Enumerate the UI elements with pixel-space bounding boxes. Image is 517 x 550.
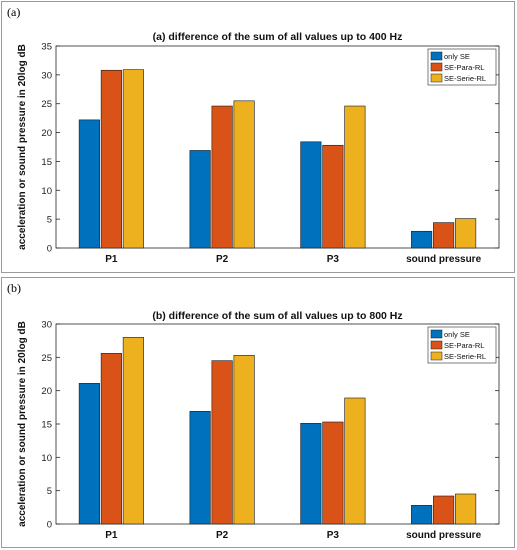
bar-se-para-rl-3 bbox=[322, 421, 344, 525]
bar-only-se-2 bbox=[189, 411, 211, 525]
legend-label: SE-Serie-RL bbox=[444, 74, 486, 83]
legend-swatch bbox=[430, 62, 443, 72]
bar-chart-b: (b) difference of the sum of all values … bbox=[17, 310, 500, 541]
bar-chart-a: (a) difference of the sum of all values … bbox=[17, 31, 500, 265]
y-tick-label: 25 bbox=[41, 99, 52, 110]
bar-se-para-rl-2 bbox=[211, 105, 233, 249]
chart-title: (a) difference of the sum of all values … bbox=[153, 31, 403, 43]
x-tick-label: P2 bbox=[216, 254, 229, 265]
bar-only-se-1 bbox=[78, 119, 100, 249]
y-tick-label: 5 bbox=[47, 215, 52, 226]
bar-se-serie-rl-1 bbox=[122, 337, 144, 525]
bar-se-para-rl-2 bbox=[211, 360, 233, 525]
bar-se-serie-rl-3 bbox=[344, 397, 366, 525]
bar-se-para-rl-4 bbox=[433, 495, 455, 525]
chart-panel-a: (a) (a) difference of the sum of all val… bbox=[1, 1, 515, 273]
y-tick-label: 15 bbox=[41, 157, 52, 168]
legend-label: SE-Serie-RL bbox=[444, 352, 486, 361]
legend-swatch bbox=[430, 73, 443, 83]
bar-only-se-2 bbox=[189, 150, 211, 249]
bar-se-serie-rl-4 bbox=[455, 493, 477, 525]
x-tick-label: P3 bbox=[327, 254, 340, 265]
y-tick-label: 35 bbox=[41, 42, 52, 53]
bar-se-serie-rl-3 bbox=[344, 105, 366, 249]
x-tick-label: sound pressure bbox=[406, 254, 481, 265]
legend-label: SE-Para-RL bbox=[444, 63, 484, 72]
y-tick-label: 5 bbox=[47, 486, 52, 497]
x-tick-label: P2 bbox=[216, 530, 229, 541]
y-tick-label: 10 bbox=[41, 453, 52, 464]
bar-se-para-rl-3 bbox=[322, 144, 344, 249]
bar-se-serie-rl-4 bbox=[455, 218, 477, 249]
y-axis-label: acceleration or sound pressure in 20log … bbox=[17, 44, 28, 250]
y-axis-label: acceleration or sound pressure in 20log … bbox=[17, 321, 28, 527]
y-tick-label: 0 bbox=[47, 244, 52, 255]
bar-only-se-3 bbox=[300, 423, 322, 525]
bar-se-serie-rl-2 bbox=[233, 355, 255, 525]
chart-panel-b: (b) (b) difference of the sum of all val… bbox=[1, 277, 515, 548]
legend-swatch bbox=[430, 329, 443, 339]
y-tick-label: 30 bbox=[41, 70, 52, 81]
y-tick-label: 20 bbox=[41, 128, 52, 139]
bar-only-se-4 bbox=[411, 505, 433, 525]
bar-se-para-rl-1 bbox=[100, 353, 122, 525]
y-tick-label: 15 bbox=[41, 420, 52, 431]
legend-label: only SE bbox=[444, 330, 470, 339]
chart-title: (b) difference of the sum of all values … bbox=[152, 310, 402, 322]
bar-se-para-rl-4 bbox=[433, 222, 455, 249]
legend-swatch bbox=[430, 51, 443, 61]
panel-tag-b: (b) bbox=[7, 281, 21, 295]
bar-se-serie-rl-2 bbox=[233, 100, 255, 249]
legend-swatch bbox=[430, 340, 443, 350]
legend-label: only SE bbox=[444, 52, 470, 61]
bar-only-se-3 bbox=[300, 141, 322, 249]
bar-only-se-4 bbox=[411, 230, 433, 249]
y-tick-label: 0 bbox=[47, 520, 52, 531]
y-tick-label: 10 bbox=[41, 186, 52, 197]
legend-label: SE-Para-RL bbox=[444, 341, 484, 350]
y-tick-label: 20 bbox=[41, 386, 52, 397]
bar-se-para-rl-1 bbox=[100, 69, 122, 249]
bar-only-se-1 bbox=[78, 383, 100, 525]
y-tick-label: 25 bbox=[41, 353, 52, 364]
y-tick-label: 30 bbox=[41, 320, 52, 331]
bar-se-serie-rl-1 bbox=[122, 69, 144, 249]
x-tick-label: P3 bbox=[327, 530, 340, 541]
legend-swatch bbox=[430, 351, 443, 361]
panel-tag-a: (a) bbox=[7, 5, 21, 19]
x-tick-label: P1 bbox=[105, 530, 118, 541]
x-tick-label: P1 bbox=[105, 254, 118, 265]
x-tick-label: sound pressure bbox=[406, 530, 481, 541]
